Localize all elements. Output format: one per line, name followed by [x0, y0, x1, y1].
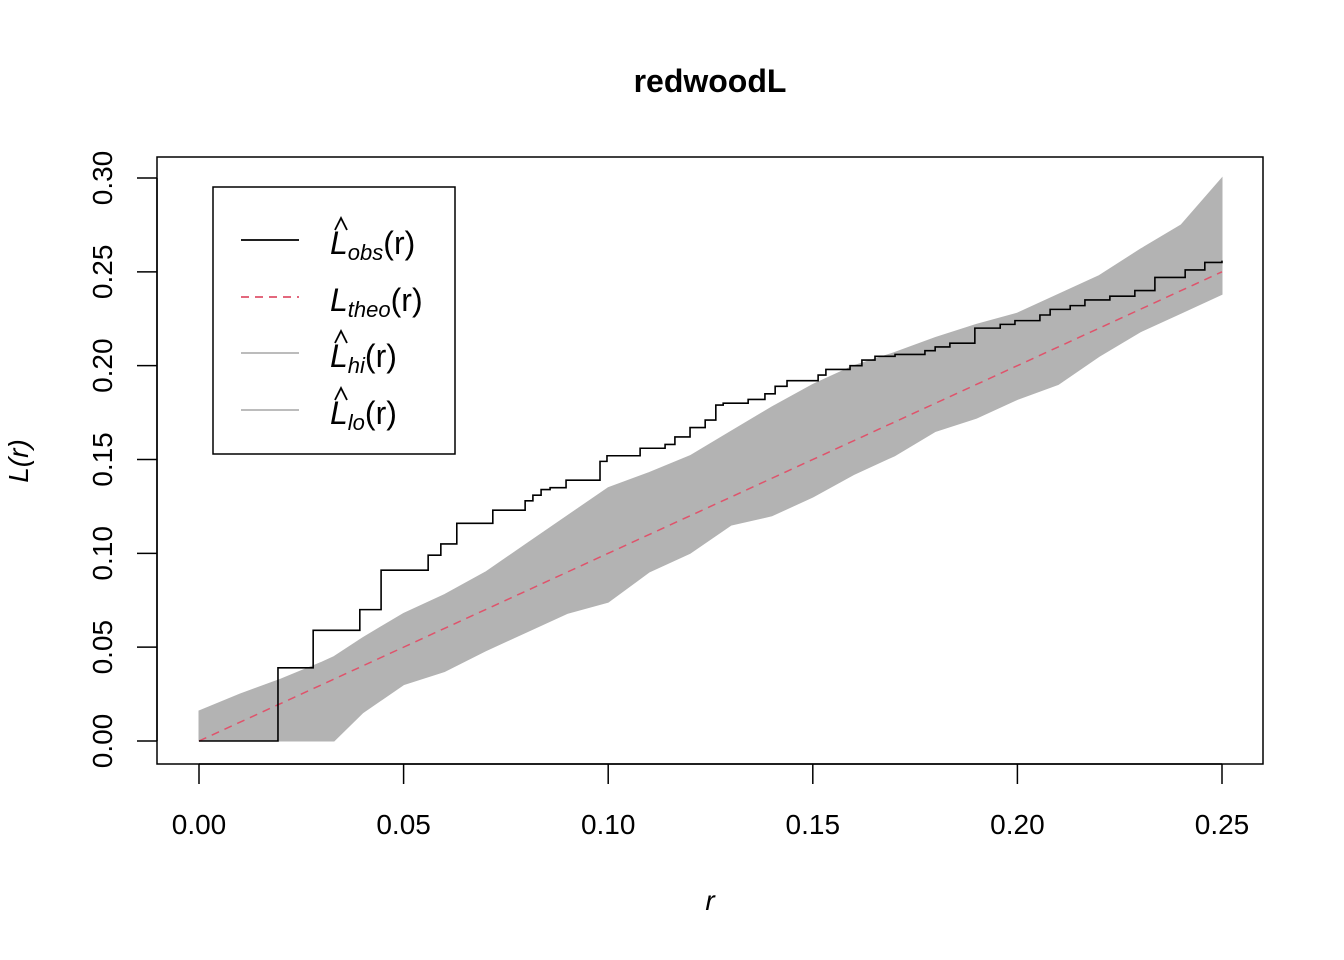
y-tick-label: 0.15: [87, 432, 118, 487]
plot-area: [198, 176, 1223, 742]
chart-title: redwoodL: [634, 63, 787, 99]
envelope-band: [198, 176, 1223, 742]
legend-label-theo: Ltheo(r): [330, 282, 423, 322]
x-tick-label: 0.15: [786, 809, 841, 840]
legend-label-obs: Lobs(r): [330, 225, 415, 265]
y-tick-label: 0.05: [87, 620, 118, 675]
legend-label-hi: Lhi(r): [330, 338, 397, 378]
legend-label-lo: Llo(r): [330, 395, 397, 435]
y-tick-label: 0.25: [87, 245, 118, 300]
x-axis-label: r: [705, 885, 716, 916]
legend: Lobs(r) Ltheo(r) Lhi(r) Llo(r): [212, 186, 456, 455]
obs-line: [199, 260, 1223, 742]
y-axis: 0.00 0.05 0.10 0.15 0.20 0.25 0.30: [87, 151, 158, 769]
legend-hat-icon-lo: [334, 385, 348, 401]
y-tick-label: 0.20: [87, 338, 118, 393]
x-tick-label: 0.10: [581, 809, 636, 840]
x-tick-label: 0.05: [376, 809, 431, 840]
legend-hat-icon-obs: [334, 215, 348, 231]
x-axis: 0.00 0.05 0.10 0.15 0.20 0.25: [172, 763, 1250, 840]
y-axis-label: L(r): [3, 439, 34, 483]
theo-line: [198, 271, 1223, 742]
x-tick-label: 0.25: [1195, 809, 1250, 840]
x-tick-label: 0.20: [990, 809, 1045, 840]
x-tick-label: 0.00: [172, 809, 227, 840]
y-tick-label: 0.10: [87, 526, 118, 581]
y-tick-label: 0.00: [87, 714, 118, 769]
y-tick-label: 0.30: [87, 151, 118, 206]
legend-hat-icon-hi: [334, 328, 348, 344]
